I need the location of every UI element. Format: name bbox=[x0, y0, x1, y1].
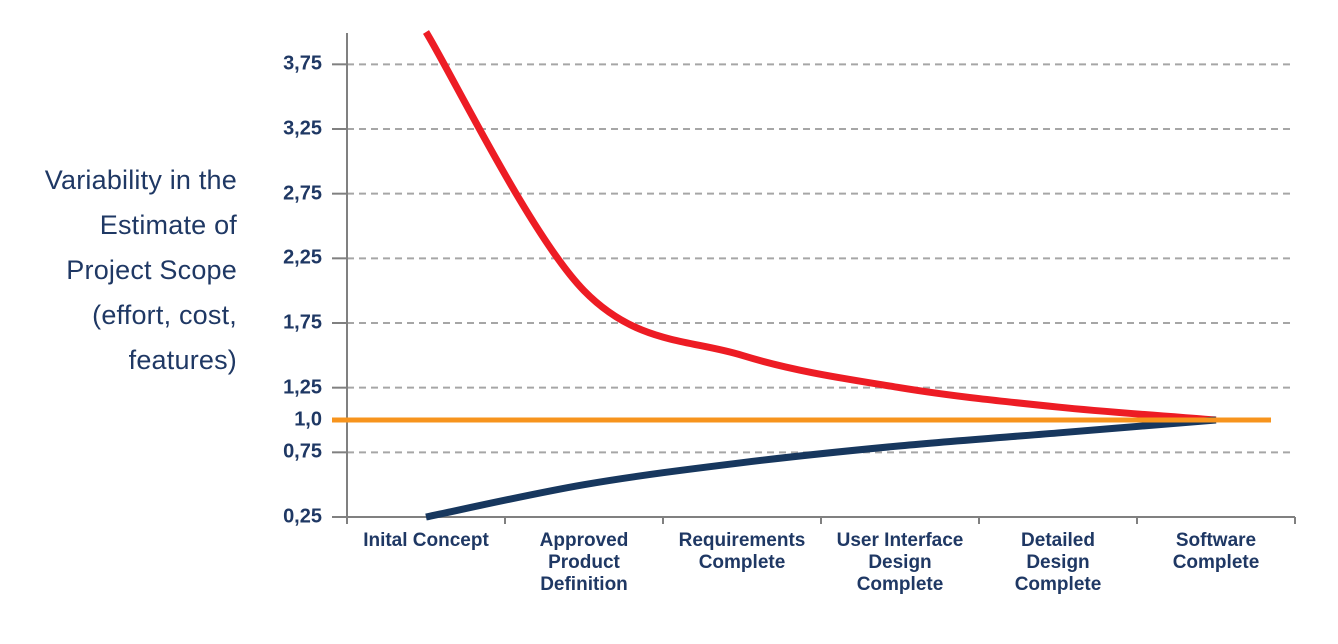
y-tick-label: 3,25 bbox=[283, 117, 322, 140]
y-tick-label: 2,75 bbox=[283, 182, 322, 205]
y-tick-label: 1,75 bbox=[283, 311, 322, 334]
y-tick-label: 1,0 bbox=[294, 408, 322, 431]
category-label: User Interface Design Complete bbox=[836, 530, 964, 595]
y-tick-label: 0,25 bbox=[283, 505, 322, 528]
category-label: Requirements Complete bbox=[678, 530, 806, 573]
y-tick-label: 0,75 bbox=[283, 440, 322, 463]
y-tick-label: 3,75 bbox=[283, 52, 322, 75]
category-label: Inital Concept bbox=[363, 530, 489, 551]
high-estimate-line bbox=[423, 30, 1217, 424]
y-tick-label: 1,25 bbox=[283, 376, 322, 399]
y-axis-title: Variability in the Estimate of Project S… bbox=[44, 165, 237, 375]
category-label: Detailed Design Complete bbox=[1014, 530, 1102, 595]
category-label: Approved Product Definition bbox=[539, 530, 629, 595]
category-label: Software Complete bbox=[1172, 530, 1260, 573]
low-estimate-line bbox=[425, 416, 1217, 521]
y-tick-label: 2,25 bbox=[283, 246, 322, 269]
